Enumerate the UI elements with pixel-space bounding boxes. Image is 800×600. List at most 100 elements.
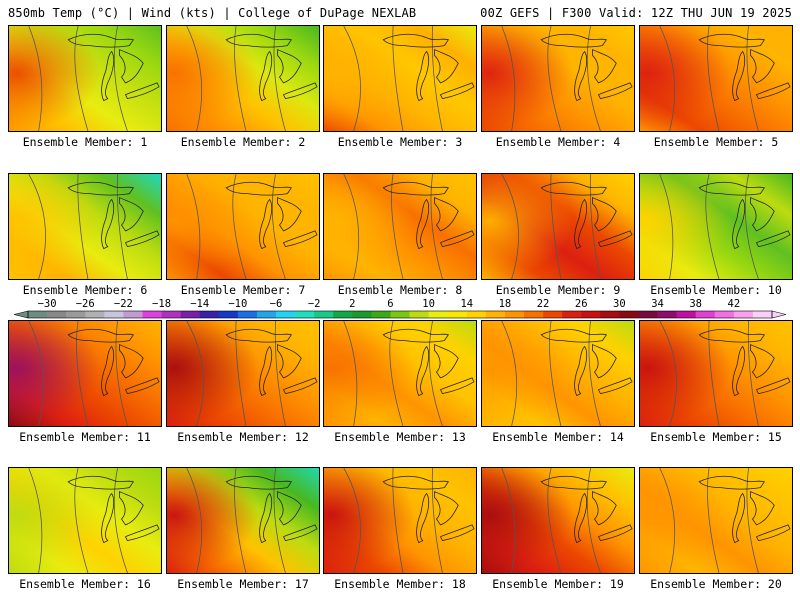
height-contour [744,174,759,279]
colorbar-tick-label: −2 [308,299,321,310]
colorbar-swatch [352,311,372,318]
colorbar-swatch [485,311,506,318]
temperature-map [482,321,634,426]
ensemble-member-panel [639,25,793,132]
height-contour [186,468,203,573]
colorbar-tick-label: −6 [270,299,283,310]
colorbar-tick-label: −26 [76,299,95,310]
colorbar-swatch [199,311,220,318]
warm-core-shading [324,321,476,426]
ensemble-member-caption: Ensemble Member: 5 [653,135,779,149]
height-contour [235,321,247,426]
ensemble-member-panel [166,173,320,280]
colorbar-tick-label: 42 [728,299,741,310]
colorbar-frame [27,310,773,319]
ensemble-member-caption: Ensemble Member: 14 [492,430,624,444]
height-contour [501,321,518,426]
ensemble-member-panel [323,173,477,280]
temperature-map [640,174,792,279]
colorbar-swatch [28,311,48,318]
height-contour [708,321,720,426]
ensemble-member-caption: Ensemble Member: 18 [334,577,466,591]
colorbar-swatch [104,311,124,318]
height-contour [271,174,286,279]
colorbar-swatch [314,311,334,318]
height-contour [501,174,519,279]
colorbar-swatch [180,311,200,318]
colorbar-swatch [428,311,448,318]
warm-core-shading [9,321,161,426]
ensemble-member-panel [8,25,162,132]
height-contour [28,174,46,279]
colorbar-swatch [619,311,639,318]
colorbar-tick-label: −30 [38,299,57,310]
ensemble-member-caption: Ensemble Member: 11 [19,430,151,444]
great-lakes-outline [540,181,633,250]
colorbar-swatch [562,311,582,318]
colorbar-swatch [714,311,735,318]
map-title: 850mb Temp (°C) | Wind (kts) | College o… [8,6,417,20]
great-lakes-outline [67,475,160,544]
height-contour [586,26,601,131]
colorbar-left-arrow [13,310,29,319]
height-contour [391,174,404,279]
great-lakes-outline [698,33,791,102]
ensemble-member-panel [481,25,635,132]
temperature-map [324,321,476,426]
temperature-map [482,468,634,573]
colorbar-tick-label: 30 [613,299,626,310]
height-contour [28,321,45,426]
height-contour [547,26,562,131]
colorbar-swatch [543,311,563,318]
colorbar-swatch [276,311,296,318]
height-contour [430,174,443,279]
great-lakes-outline [382,181,475,250]
height-contour [113,468,128,573]
colorbar-swatch [752,311,773,318]
great-lakes-outline [540,475,633,544]
colorbar-swatch [142,311,162,318]
ensemble-member-panel [323,320,477,427]
height-contour [232,174,247,279]
height-contour [113,26,128,131]
warm-core-shading [167,174,319,279]
height-contour [116,174,128,279]
ensemble-member-caption: Ensemble Member: 6 [22,283,148,297]
colorbar-tick-label: 18 [499,299,512,310]
height-contour [501,26,516,131]
warm-core-shading [640,174,792,279]
colorbar-tick-label: −18 [152,299,171,310]
height-contour [343,468,361,573]
height-contour [186,321,204,426]
temperature-colorbar: −30 −26 −22 −18 −14 −10 −6 −2 2 6 10 14 18 22 26 30 34 38… [13,299,787,319]
ensemble-member-panel [323,467,477,574]
warm-core-shading [9,26,161,131]
great-lakes-outline [698,475,791,544]
ensemble-member-panel [323,25,477,132]
great-lakes-outline [225,33,318,102]
colorbar-tick-label: 38 [689,299,702,310]
ensemble-member-caption: Ensemble Member: 19 [492,577,624,591]
temperature-map [9,468,161,573]
height-contour [392,26,404,131]
colorbar-swatch [256,311,277,318]
height-contour [273,468,286,573]
height-contour [547,468,562,573]
ensemble-member-panel [8,467,162,574]
ensemble-member-caption: Ensemble Member: 2 [180,135,306,149]
colorbar-swatch [466,311,487,318]
colorbar-tick-label: 2 [349,299,355,310]
ensemble-member-caption: Ensemble Member: 16 [19,577,151,591]
colorbar-swatch [581,311,601,318]
warm-core-shading [482,321,634,426]
height-contour [115,321,128,426]
height-contour [234,468,247,573]
great-lakes-outline [382,328,475,397]
height-contour [389,321,404,426]
temperature-map [640,26,792,131]
warm-core-shading [324,174,476,279]
colorbar-swatch [47,311,67,318]
ensemble-member-panel [166,25,320,132]
height-contour [705,174,720,279]
height-contour [186,174,201,279]
